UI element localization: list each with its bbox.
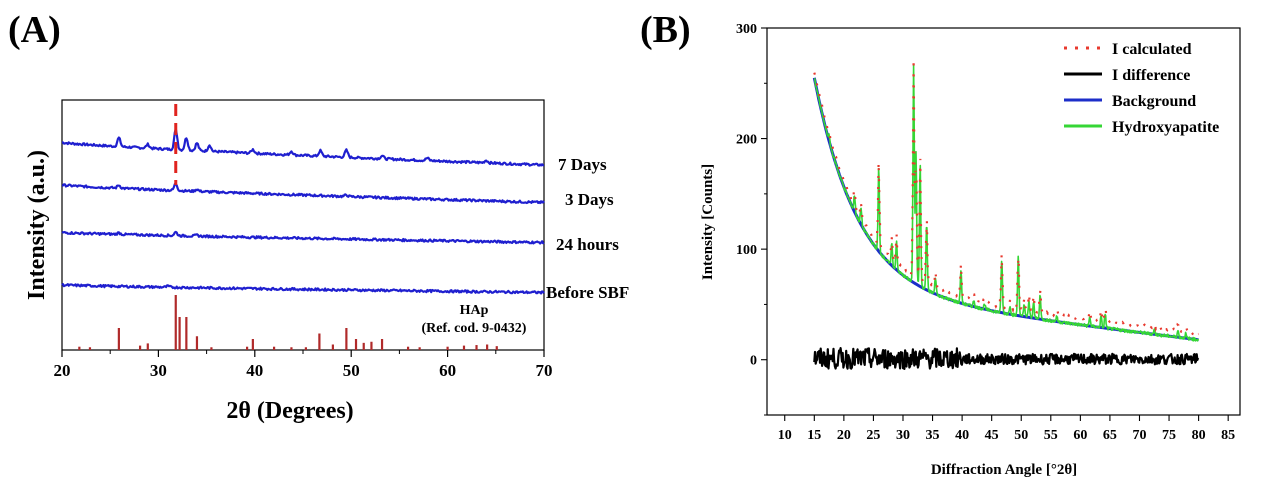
x-tick-label: 30 <box>896 428 910 443</box>
reference-name: HAp <box>460 303 489 318</box>
i-difference-curve <box>813 347 1200 370</box>
series-label-3-days: 3 Days <box>565 190 614 209</box>
x-tick-label: 40 <box>955 428 969 443</box>
x-tick-label: 60 <box>1073 428 1087 443</box>
x-tick-label: 75 <box>1162 428 1176 443</box>
x-tick-label: 35 <box>926 428 940 443</box>
reference-code: (Ref. cod. 9-0432) <box>422 321 527 336</box>
x-tick-label: 20 <box>54 361 71 380</box>
legend: I calculated I difference Background Hyd… <box>1064 41 1219 136</box>
legend-label-background: Background <box>1112 93 1196 110</box>
x-tick-label: 80 <box>1192 428 1206 443</box>
x-tick-label: 60 <box>439 361 456 380</box>
panel-b-curves <box>812 58 1200 370</box>
x-tick-label: 15 <box>807 428 821 443</box>
x-tick-label: 20 <box>837 428 851 443</box>
x-tick-label: 10 <box>778 428 792 443</box>
panel-b: 10 15 20 25 30 35 40 45 50 55 60 65 70 75 80 85 0 100 200 3… <box>700 22 1241 478</box>
panel-a-label: (A) <box>8 9 61 51</box>
panel-b-x-axis-title: Diffraction Angle [°2θ] <box>931 462 1077 478</box>
series-label-7-days: 7 Days <box>558 155 607 174</box>
legend-label-i-calculated: I calculated <box>1112 41 1192 58</box>
panel-a-x-axis-title: 2θ (Degrees) <box>226 398 353 424</box>
panel-b-plot-frame <box>766 27 1241 416</box>
x-tick-label: 30 <box>150 361 167 380</box>
x-tick-label: 65 <box>1103 428 1117 443</box>
y-tick-label: 200 <box>736 133 757 148</box>
x-tick-label: 50 <box>1014 428 1028 443</box>
panel-b-label: (B) <box>640 9 691 51</box>
panel-a: 20 30 40 50 60 70 7 Days 3 Days 24 hours Befo… <box>24 99 629 424</box>
y-tick-label: 0 <box>750 354 757 369</box>
reference-bars-group <box>78 295 498 350</box>
y-tick-label: 300 <box>736 22 757 37</box>
x-tick-label: 70 <box>536 361 553 380</box>
pattern-line-24-hours <box>61 230 545 245</box>
panel-b-axes: 10 15 20 25 30 35 40 45 50 55 60 65 70 75 80 85 0 100 200 3… <box>736 22 1235 443</box>
x-tick-label: 25 <box>866 428 880 443</box>
x-tick-label: 85 <box>1221 428 1235 443</box>
background-curve <box>812 77 1199 342</box>
x-tick-label: 40 <box>246 361 263 380</box>
series-label-before-sbf: Before SBF <box>546 283 629 302</box>
hydroxyapatite-curve <box>813 64 1200 342</box>
panel-b-y-axis-title: Intensity [Counts] <box>700 164 716 280</box>
patterns-group <box>61 104 545 295</box>
pattern-line-3-days <box>61 182 545 205</box>
y-tick-label: 100 <box>736 243 757 258</box>
legend-label-hydroxyapatite: Hydroxyapatite <box>1112 119 1219 136</box>
pattern-line-before-sbf <box>61 283 545 295</box>
x-tick-label: 70 <box>1132 428 1146 443</box>
x-tick-label: 55 <box>1044 428 1058 443</box>
x-tick-label: 45 <box>985 428 999 443</box>
panel-a-x-ticks: 20 30 40 50 60 70 <box>54 350 553 380</box>
legend-label-i-difference: I difference <box>1112 67 1190 84</box>
series-label-24-hours: 24 hours <box>556 235 619 254</box>
pattern-line-7-days <box>61 127 545 167</box>
panel-a-y-axis-title: Intensity (a.u.) <box>24 150 50 300</box>
x-tick-label: 50 <box>343 361 360 380</box>
